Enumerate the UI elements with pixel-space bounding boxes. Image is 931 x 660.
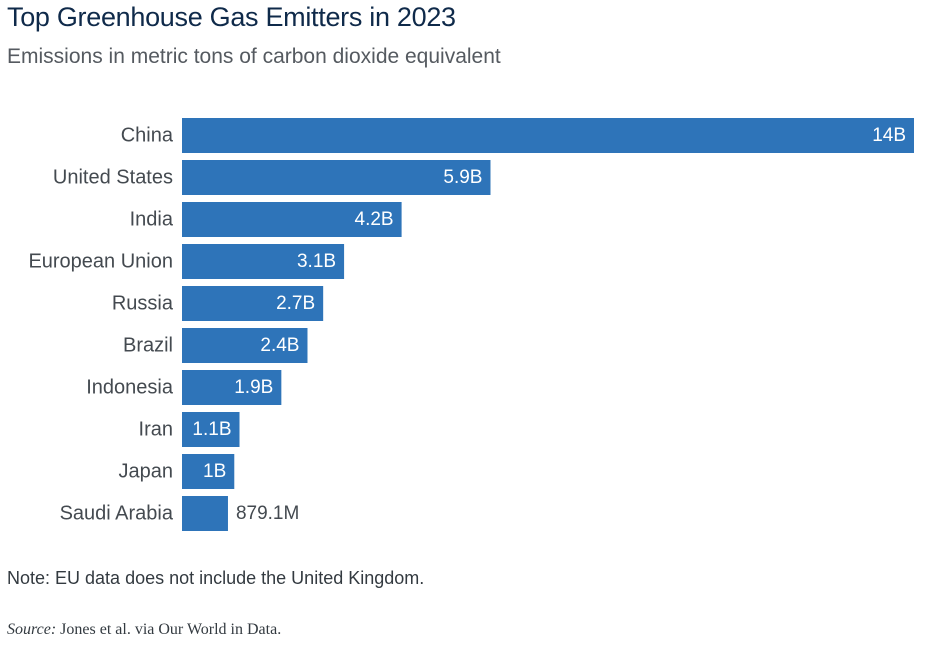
source-text: Jones et al. via Our World in Data. — [60, 621, 282, 638]
value-label: 879.1M — [236, 503, 299, 524]
source-label: Source: — [7, 621, 57, 638]
category-label: Japan — [119, 461, 174, 483]
chart-title: Top Greenhouse Gas Emitters in 2023 — [7, 2, 456, 32]
bar — [182, 496, 228, 531]
value-label: 1.1B — [192, 419, 231, 440]
bar — [182, 202, 402, 237]
value-label: 3.1B — [297, 251, 336, 272]
chart-subtitle: Emissions in metric tons of carbon dioxi… — [7, 45, 501, 68]
bar — [182, 454, 235, 489]
category-label: India — [130, 209, 174, 231]
bar — [182, 370, 282, 405]
category-label: Indonesia — [86, 377, 174, 399]
value-label: 14B — [872, 125, 906, 146]
category-label: United States — [53, 167, 173, 189]
category-label: China — [121, 125, 174, 147]
bar — [182, 160, 491, 195]
category-label: Russia — [112, 293, 174, 315]
bar-chart: China 14B United States 5.9B India 4.2B Europe… — [28, 118, 914, 531]
category-label: European Union — [28, 251, 173, 273]
value-label: 1.9B — [234, 377, 273, 398]
value-label: 2.7B — [276, 293, 315, 314]
value-label: 5.9B — [443, 167, 482, 188]
bar — [182, 328, 308, 363]
bar — [182, 118, 914, 153]
category-label: Saudi Arabia — [60, 503, 174, 525]
value-label: 4.2B — [355, 209, 394, 230]
bar — [182, 286, 324, 321]
category-label: Iran — [139, 419, 173, 441]
category-label: Brazil — [123, 335, 173, 357]
value-label: 1B — [203, 461, 226, 482]
bar — [182, 244, 345, 279]
value-label: 2.4B — [260, 335, 299, 356]
bar — [182, 412, 240, 447]
chart-source: Source: Jones et al. via Our World in Da… — [7, 621, 281, 639]
chart-note: Note: EU data does not include the Unite… — [7, 568, 425, 588]
